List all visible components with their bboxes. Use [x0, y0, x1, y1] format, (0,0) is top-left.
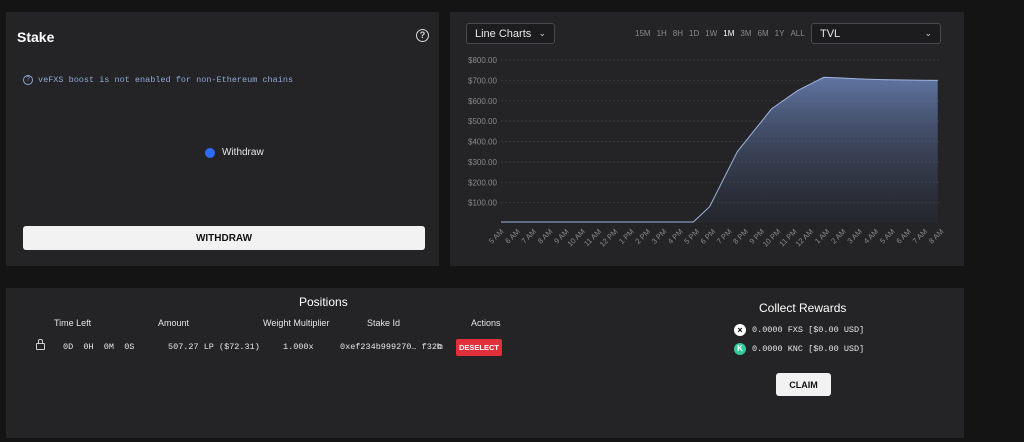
chevron-down-icon: ⌄ — [538, 28, 546, 38]
y-tick-label: $100.00 — [468, 199, 497, 208]
x-tick-label: 6 AM — [894, 227, 912, 245]
rewards-title: Collect Rewards — [759, 301, 847, 315]
range-1m[interactable]: 1M — [723, 29, 735, 38]
metric-value: TVL — [820, 27, 841, 40]
x-tick-label: 12 PM — [598, 227, 620, 249]
y-tick-label: $200.00 — [468, 178, 497, 187]
header-weight-multiplier: Weight Multiplier — [263, 318, 330, 328]
x-tick-label: 7 PM — [715, 227, 734, 246]
x-tick-label: 1 PM — [617, 227, 636, 246]
stake-panel: Stake ? ? veFXS boost is not enabled for… — [6, 12, 439, 266]
x-tick-label: 7 AM — [911, 227, 929, 245]
header-amount: Amount — [158, 318, 190, 328]
time-left-value: 0D 0H 0M 0S — [63, 342, 135, 352]
range-all[interactable]: ALL — [790, 29, 805, 38]
tvl-chart: $800.00 $700.00 $600.00 $500.00 $400.00 $300.… — [468, 56, 945, 249]
header-time-left: Time Left — [54, 318, 92, 328]
x-tick-label: 7 AM — [520, 227, 538, 245]
boost-notice-text: veFXS boost is not enabled for non-Ether… — [38, 75, 294, 85]
x-tick-label: 12 AM — [794, 227, 815, 248]
header-stake-id: Stake Id — [367, 318, 401, 328]
x-tick-label: 1 AM — [813, 227, 831, 245]
positions-title: Positions — [299, 295, 348, 309]
info-icon: ? — [23, 75, 33, 85]
x-tick-label: 6 PM — [699, 227, 718, 246]
metric-dropdown[interactable]: TVL ⌄ — [811, 23, 941, 44]
x-tick-label: 2 PM — [633, 227, 652, 246]
x-tick-label: 3 AM — [845, 227, 863, 245]
knc-reward: K 0.0000 KNC [$0.00 USD] — [734, 343, 864, 355]
x-tick-label: 8 PM — [731, 227, 750, 246]
chart-panel: Line Charts ⌄ 15M 1H 8H 1D 1W 1M 3M 6M 1Y ALL TVL… — [450, 12, 964, 266]
withdraw-button[interactable]: WITHDRAW — [23, 226, 425, 250]
amount-value: 507.27 LP ($72.31) — [168, 342, 260, 352]
fxs-token-icon: × — [734, 324, 746, 336]
y-tick-label: $400.00 — [468, 138, 497, 147]
y-tick-label: $300.00 — [468, 158, 497, 167]
knc-reward-value: 0.0000 KNC [$0.00 USD] — [752, 344, 865, 354]
help-icon[interactable]: ? — [416, 29, 429, 42]
weight-value: 1.000x — [283, 342, 314, 352]
x-tick-label: 6 AM — [503, 227, 521, 245]
lock-icon — [36, 339, 45, 350]
range-6m[interactable]: 6M — [757, 29, 769, 38]
fxs-reward: × 0.0000 FXS [$0.00 USD] — [734, 324, 864, 336]
positions-panel: Positions Time Left Amount Weight Multip… — [6, 288, 964, 438]
withdraw-radio-label: Withdraw — [222, 147, 264, 158]
radio-selected-icon[interactable] — [205, 147, 215, 158]
x-tick-label: 8 AM — [927, 227, 945, 245]
stake-id-value: 0xef234b999270… f32b — [340, 342, 443, 352]
x-tick-label: 10 AM — [565, 227, 586, 248]
x-tick-label: 8 AM — [536, 227, 554, 245]
x-tick-label: 5 AM — [487, 227, 505, 245]
tvl-line — [501, 76, 938, 223]
range-3m[interactable]: 3M — [740, 29, 752, 38]
x-tick-label: 4 PM — [666, 227, 685, 246]
range-1d[interactable]: 1D — [689, 29, 700, 38]
x-tick-label: 2 AM — [829, 227, 847, 245]
x-tick-label: 5 AM — [878, 227, 896, 245]
withdraw-radio[interactable]: Withdraw — [205, 147, 264, 158]
time-range-selector: 15M 1H 8H 1D 1W 1M 3M 6M 1Y ALL — [635, 29, 805, 38]
knc-token-icon: K — [734, 343, 746, 355]
x-tick-label: 5 PM — [682, 227, 701, 246]
y-tick-label: $500.00 — [468, 117, 497, 126]
range-15m[interactable]: 15M — [635, 29, 651, 38]
boost-notice: ? veFXS boost is not enabled for non-Eth… — [23, 75, 293, 85]
header-actions: Actions — [471, 318, 501, 328]
range-1w[interactable]: 1W — [705, 29, 718, 38]
deselect-button[interactable]: DESELECT — [456, 339, 502, 356]
range-8h[interactable]: 8H — [672, 29, 684, 38]
fxs-reward-value: 0.0000 FXS [$0.00 USD] — [752, 325, 865, 335]
y-tick-label: $700.00 — [468, 76, 497, 85]
range-1h[interactable]: 1H — [656, 29, 667, 38]
chart-type-dropdown[interactable]: Line Charts ⌄ — [466, 23, 555, 44]
chevron-down-icon: ⌄ — [924, 28, 932, 38]
copy-icon[interactable]: ⧉ — [437, 342, 443, 351]
stake-title: Stake — [17, 29, 55, 45]
claim-button[interactable]: CLAIM — [776, 373, 831, 396]
range-1y[interactable]: 1Y — [774, 29, 785, 38]
tvl-area — [501, 77, 938, 223]
x-tick-label: 3 PM — [650, 227, 669, 246]
x-tick-label: 10 PM — [761, 227, 783, 249]
chart-type-value: Line Charts — [475, 27, 532, 40]
y-tick-label: $800.00 — [468, 56, 497, 65]
x-tick-label: 4 AM — [862, 227, 880, 245]
y-tick-label: $600.00 — [468, 97, 497, 106]
